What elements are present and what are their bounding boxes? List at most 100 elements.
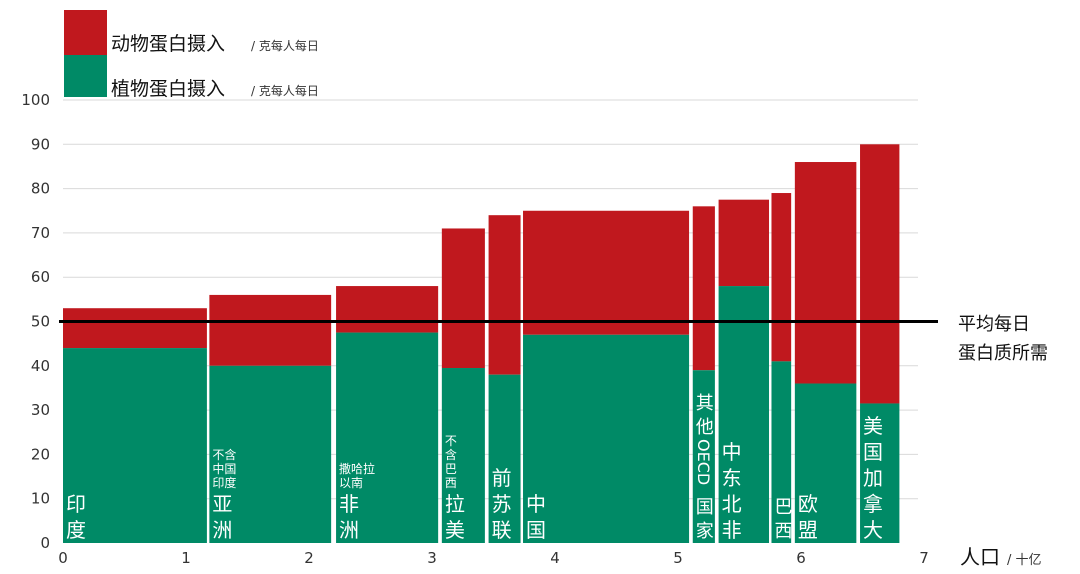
region-label: 洲	[339, 518, 359, 542]
region-label: 亚	[212, 492, 232, 516]
y-tick-label: 10	[31, 490, 50, 508]
region-sublabel: 印度	[212, 475, 236, 490]
region-sublabel: 不含	[212, 447, 236, 462]
x-tick-label: 6	[796, 549, 806, 567]
reference-line-label: 平均每日	[958, 314, 1030, 335]
region-sublabel: 不	[445, 434, 457, 448]
y-tick-label: 50	[31, 313, 50, 331]
plant-protein-bar	[488, 374, 521, 543]
animal-protein-bar	[794, 162, 857, 384]
region-label: 美	[445, 518, 465, 542]
x-tick-label: 5	[673, 549, 683, 567]
region-label: 其	[696, 393, 714, 414]
animal-protein-bar	[441, 228, 485, 369]
region-label: OECD	[694, 439, 713, 485]
plant-protein-bar	[718, 286, 770, 543]
animal-protein-bar	[860, 144, 900, 404]
region-label: 度	[66, 518, 86, 542]
y-tick-label: 60	[31, 268, 50, 286]
region-sublabel: 撒哈拉	[339, 461, 375, 476]
region-label: 西	[774, 521, 792, 542]
x-tick-label: 3	[427, 549, 437, 567]
legend-item: 植物蛋白摄入 / 克每人每日	[64, 55, 319, 100]
y-tick-label: 0	[40, 534, 50, 552]
x-tick-label: 0	[58, 549, 68, 567]
region-sublabel: 西	[445, 476, 457, 490]
region-label: 大	[863, 518, 883, 542]
legend-label: 动物蛋白摄入	[111, 33, 225, 55]
region-label: 非	[722, 518, 742, 542]
plant-protein-bar	[523, 334, 690, 543]
animal-protein-bar	[336, 286, 439, 333]
region-label: 拉	[445, 492, 465, 516]
plant-protein-bar	[209, 365, 332, 543]
legend-item: 动物蛋白摄入 / 克每人每日	[64, 10, 319, 55]
region-label: 联	[492, 518, 512, 542]
y-tick-label: 70	[31, 224, 50, 242]
region-label: 国	[863, 440, 883, 464]
region-sublabel: 巴	[445, 462, 457, 476]
region-bar: 印度	[63, 308, 207, 543]
y-axis-ticks: 0 10 20 30 40 50 60 70 80 90 100	[21, 91, 50, 552]
region-label: 东	[722, 466, 742, 490]
plant-protein-bar	[794, 383, 857, 543]
animal-protein-bar	[771, 193, 792, 362]
animal-protein-bar	[488, 215, 521, 375]
x-axis-unit: / 十亿	[1007, 553, 1042, 568]
y-tick-label: 40	[31, 357, 50, 375]
region-label: 前	[492, 466, 512, 490]
animal-protein-bar	[209, 294, 332, 366]
region-label: 中	[722, 440, 742, 464]
region-label: 拿	[863, 492, 883, 516]
legend-swatch	[64, 55, 107, 97]
x-axis-ticks: 0 1 2 3 4 5 6 7	[58, 549, 929, 567]
y-tick-label: 100	[21, 91, 50, 109]
region-label: 洲	[212, 518, 232, 542]
region-label: 苏	[492, 492, 512, 516]
region-label: 盟	[798, 518, 818, 542]
x-axis-label: 人口	[960, 545, 1000, 569]
legend-label: 植物蛋白摄入	[111, 78, 225, 100]
region-label: 国	[696, 497, 714, 518]
region-label: 国	[526, 518, 546, 542]
animal-protein-bar	[63, 308, 207, 349]
region-label: 家	[696, 521, 714, 542]
region-sublabel: 以南	[339, 475, 363, 490]
plant-protein-bar	[860, 403, 900, 543]
region-sublabel: 含	[445, 447, 457, 462]
y-tick-label: 90	[31, 135, 50, 153]
x-tick-label: 4	[550, 549, 560, 567]
animal-protein-bar	[692, 206, 715, 371]
region-label: 印	[66, 492, 86, 516]
region-label: 加	[863, 466, 883, 490]
y-tick-label: 20	[31, 445, 50, 463]
x-tick-label: 7	[919, 549, 929, 567]
legend-unit: / 克每人每日	[251, 38, 319, 53]
legend-unit: / 克每人每日	[251, 83, 319, 98]
region-label: 巴	[774, 497, 792, 518]
region-bar: 巴西	[771, 193, 792, 543]
legend-swatch	[64, 10, 107, 55]
region-label: 美	[863, 414, 883, 438]
x-tick-label: 1	[181, 549, 191, 567]
plant-protein-bar	[63, 348, 207, 543]
y-tick-label: 30	[31, 401, 50, 419]
region-label: 欧	[798, 492, 818, 516]
animal-protein-bar	[523, 210, 690, 335]
region-label: 北	[722, 492, 742, 516]
region-label: 他	[696, 417, 714, 438]
plant-protein-bar	[771, 361, 792, 543]
region-bar: 欧盟	[794, 162, 857, 543]
x-axis-title: 人口 / 十亿	[960, 545, 1042, 569]
plant-protein-bar	[692, 370, 715, 543]
animal-protein-bar	[718, 199, 770, 287]
